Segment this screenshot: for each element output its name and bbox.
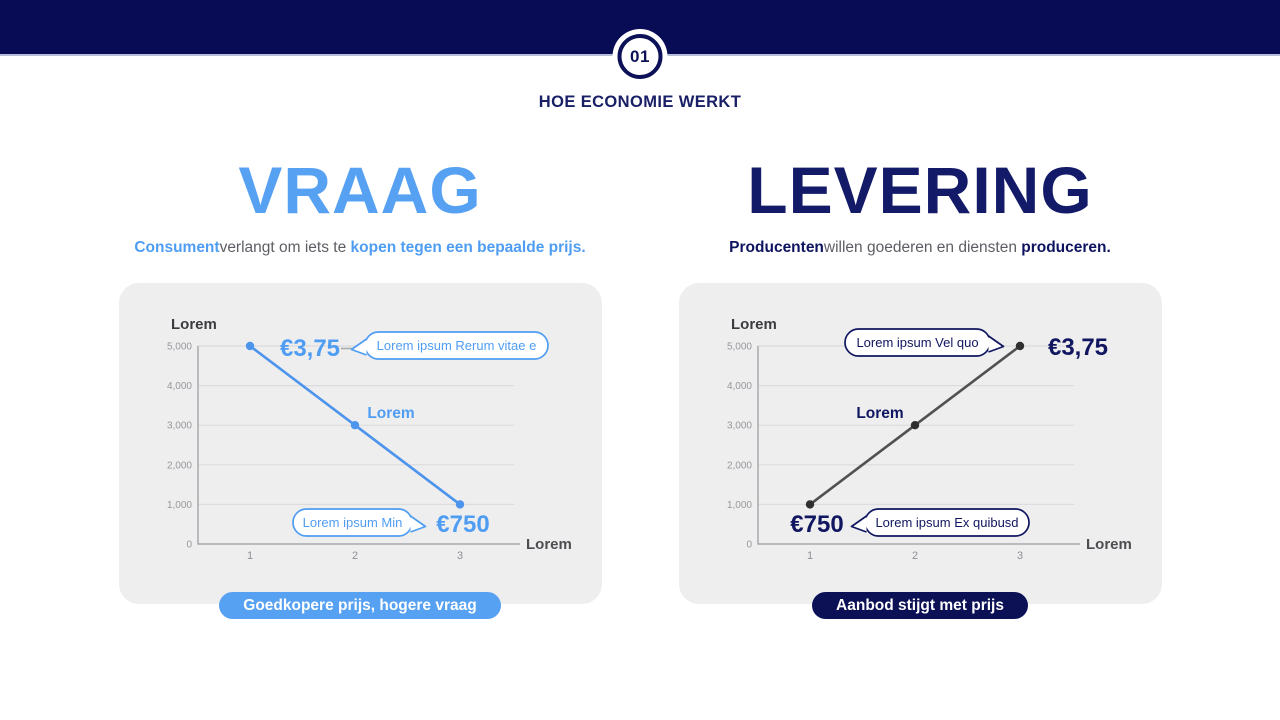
supply-chart-card: Lorem 5,000 4,000 3,000 2,000 1,000 0 1 2 3 Lorem L…: [678, 283, 1162, 604]
section-number-badge: 01: [617, 34, 663, 79]
speech-bubble-top-tail: [987, 335, 1004, 353]
x-tick-label: 3: [1016, 550, 1022, 562]
supply-caption-pill: Aanbod stijgt met prijs: [812, 592, 1028, 619]
speech-bubble-top: Lorem ipsum Rerum vitae e: [350, 331, 549, 360]
y-tick-label: 4,000: [726, 381, 751, 392]
price-label-start: €750: [790, 511, 843, 538]
speech-bubble-bottom-text: Lorem ipsum Ex quibusd: [875, 515, 1018, 530]
y-axis-title: Lorem: [171, 316, 217, 333]
speech-bubble-bottom: Lorem ipsum Ex quibusd: [850, 508, 1030, 537]
data-point: [455, 500, 464, 509]
supply-subtitle: Producentenwillen goederen en diensten p…: [729, 239, 1111, 257]
y-tick-label: 4,000: [166, 381, 191, 392]
y-tick-label: 3,000: [726, 421, 751, 432]
y-axis-title: Lorem: [731, 316, 777, 333]
price-label-end: €750: [436, 511, 489, 538]
speech-bubble-bottom-tail: [409, 515, 426, 533]
page-kicker: HOE ECONOMIE WERKT: [538, 93, 742, 111]
badge-number: 01: [630, 46, 650, 66]
mid-point-label: Lorem: [856, 405, 903, 422]
y-tick-label: 1,000: [726, 500, 751, 511]
y-tick-label: 0: [746, 540, 752, 551]
data-point: [350, 421, 359, 430]
y-tick-label: 5,000: [166, 342, 191, 353]
demand-chart-card: Lorem 5,000 4,000 3,000 2,000 1,000 0 1 2 3 Lorem L…: [118, 283, 602, 604]
price-label-start: €3,75: [279, 335, 339, 362]
speech-bubble-bottom-tail: [850, 515, 867, 533]
x-tick-label: 1: [246, 550, 252, 562]
data-point: [245, 341, 254, 351]
demand-subtitle-plain: verlangt om iets te: [219, 239, 351, 256]
supply-title: LEVERING: [747, 153, 1093, 227]
demand-section: VRAAG Consumentverlangt om iets te kopen…: [118, 153, 602, 619]
supply-section: LEVERING Producentenwillen goederen en d…: [678, 153, 1162, 619]
supply-subtitle-accent-2: produceren.: [1021, 239, 1111, 256]
supply-subtitle-plain: willen goederen en diensten: [823, 239, 1022, 256]
supply-subtitle-accent-1: Producenten: [729, 239, 824, 256]
y-tick-label: 5,000: [726, 342, 751, 353]
y-tick-label: 3,000: [166, 421, 191, 432]
x-tick-label: 1: [806, 550, 812, 562]
speech-bubble-top-text: Lorem ipsum Rerum vitae e: [376, 338, 536, 353]
supply-chart: Lorem 5,000 4,000 3,000 2,000 1,000 0 1 2 3 Lorem L…: [726, 316, 1132, 562]
x-tick-label: 2: [911, 550, 917, 562]
speech-bubble-top-tail: [350, 338, 367, 356]
demand-chart: Lorem 5,000 4,000 3,000 2,000 1,000 0 1 2 3 Lorem L…: [166, 316, 572, 562]
x-axis-title: Lorem: [526, 536, 572, 553]
data-point: [805, 500, 814, 509]
demand-caption-pill: Goedkopere prijs, hogere vraag: [219, 592, 501, 619]
data-point: [1015, 341, 1024, 351]
y-tick-label: 2,000: [166, 460, 191, 471]
content-columns: VRAAG Consumentverlangt om iets te kopen…: [0, 154, 1280, 619]
x-tick-label: 2: [351, 550, 357, 562]
speech-bubble-bottom-text: Lorem ipsum Min: [302, 515, 402, 530]
speech-bubble-top: Lorem ipsum Vel quo: [843, 328, 1004, 357]
y-tick-label: 2,000: [726, 460, 751, 471]
speech-bubble-bottom: Lorem ipsum Min: [291, 508, 426, 537]
price-label-end: €3,75: [1047, 334, 1107, 361]
x-tick-label: 3: [456, 550, 462, 562]
speech-bubble-top-text: Lorem ipsum Vel quo: [856, 335, 978, 350]
y-tick-label: 0: [186, 540, 192, 551]
demand-title: VRAAG: [238, 153, 482, 227]
data-point: [910, 421, 919, 430]
mid-point-label: Lorem: [367, 405, 414, 422]
demand-subtitle: Consumentverlangt om iets te kopen tegen…: [134, 239, 585, 257]
demand-subtitle-accent-1: Consument: [134, 239, 220, 256]
demand-subtitle-accent-2: kopen tegen een bepaalde prijs.: [350, 239, 586, 256]
y-tick-label: 1,000: [166, 500, 191, 511]
x-axis-title: Lorem: [1086, 536, 1132, 553]
